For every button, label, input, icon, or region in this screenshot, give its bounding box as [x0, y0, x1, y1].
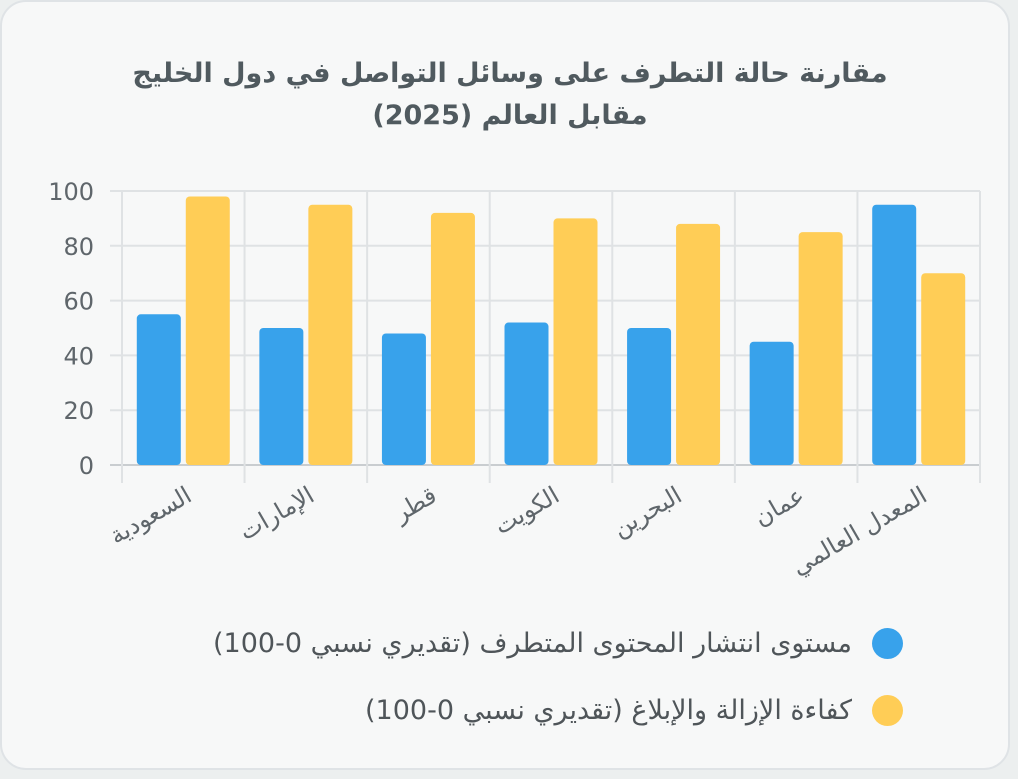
bar-removal	[553, 218, 598, 465]
legend-label-prevalence: مستوى انتشار المحتوى المتطرف (تقديري نسب…	[212, 628, 852, 659]
legend-swatch-blue	[872, 628, 903, 659]
bar-prevalence	[749, 341, 794, 465]
x-tick-label: المعدل العالمي	[787, 481, 932, 581]
bar-prevalence	[627, 328, 672, 465]
legend-swatch-yellow	[872, 695, 903, 726]
y-tick-label: 100	[48, 178, 94, 206]
legend-label-removal: كفاءة الإزالة والإبلاغ (تقديري نسبي 0-10…	[364, 695, 852, 726]
y-tick-label: 80	[63, 233, 94, 261]
bar-removal	[308, 204, 353, 465]
bar-removal	[921, 273, 966, 465]
y-tick-label: 60	[63, 288, 94, 316]
chart-title: مقارنة حالة التطرف على وسائل التواصل في …	[132, 58, 888, 89]
x-tick-label: الكويت	[489, 481, 564, 540]
bar-removal	[185, 196, 230, 466]
x-tick-label: الإمارات	[234, 481, 318, 546]
bar-prevalence	[381, 333, 426, 465]
y-tick-label: 0	[79, 452, 94, 480]
legend-item-prevalence[interactable]: مستوى انتشار المحتوى المتطرف (تقديري نسب…	[213, 628, 903, 659]
y-tick-label: 20	[63, 397, 94, 425]
bar-prevalence	[504, 322, 549, 465]
legend-item-removal[interactable]: كفاءة الإزالة والإبلاغ (تقديري نسبي 0-10…	[365, 695, 903, 726]
x-tick-label: عمان	[749, 481, 809, 532]
bar-removal	[798, 232, 843, 465]
bar-prevalence	[136, 314, 181, 465]
bar-removal	[676, 223, 721, 465]
bar-removal	[430, 212, 475, 465]
x-tick-label: قطر	[388, 481, 441, 528]
x-tick-label: البحرين	[608, 481, 687, 543]
bar-prevalence	[259, 328, 304, 465]
y-tick-label: 40	[63, 342, 94, 370]
x-tick-label: السعودية	[105, 481, 197, 550]
bar-prevalence	[872, 204, 917, 465]
chart-subtitle: مقابل العالم (2025)	[372, 100, 648, 131]
